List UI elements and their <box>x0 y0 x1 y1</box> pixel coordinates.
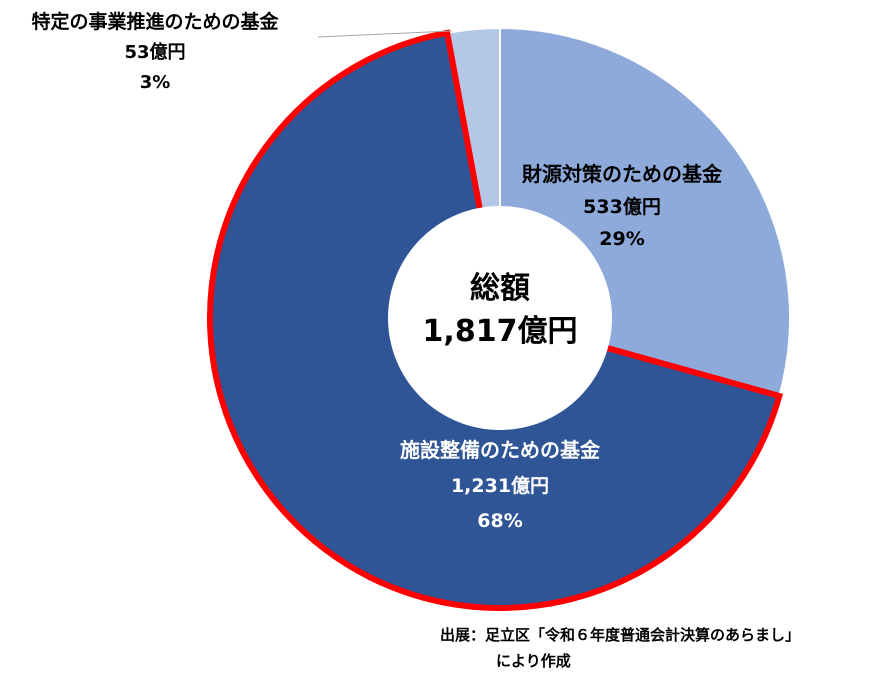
slice-label-value: 533億円 <box>583 195 661 218</box>
donut-hole <box>388 206 612 430</box>
slice-label-percent: 3% <box>140 72 171 93</box>
slice-label-value: 53億円 <box>124 41 185 63</box>
slice-label-value: 1,231億円 <box>451 474 549 497</box>
slice-label-percent: 29% <box>599 228 644 250</box>
slice-label-name: 財源対策のための基金 <box>522 162 723 186</box>
source-note: 出展：足立区「令和６年度普通会計決算のあらまし」 により作成 <box>440 622 800 674</box>
center-label: 総額 <box>470 271 530 306</box>
source-line-1: 出展：足立区「令和６年度普通会計決算のあらまし」 <box>440 626 801 644</box>
leader-line <box>317 30 453 38</box>
source-line-2: により作成 <box>496 652 571 670</box>
center-total: 1,817億円 <box>423 314 578 349</box>
slice-label-name: 特定の事業推進のための基金 <box>31 10 279 33</box>
slice-label-percent: 68% <box>477 510 522 532</box>
slice-label-name: 施設整備のための基金 <box>400 438 601 462</box>
